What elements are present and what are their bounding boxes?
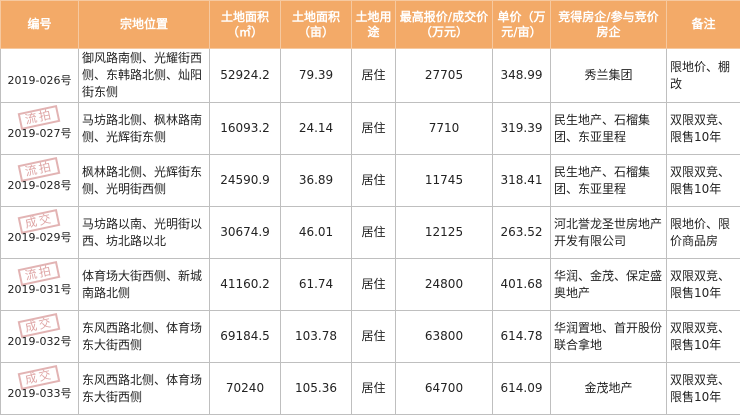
cell-area-mu: 36.89 — [281, 155, 352, 207]
cell-unit-price: 348.99 — [493, 49, 551, 103]
cell-note: 双限双竞、限售10年 — [667, 363, 740, 415]
cell-unit-price: 263.52 — [493, 207, 551, 259]
cell-note: 双限双竞、限售10年 — [667, 103, 740, 155]
cell-use: 居住 — [352, 49, 396, 103]
cell-company: 民生地产、石榴集团、东亚里程 — [551, 155, 667, 207]
cell-unit-price: 319.39 — [493, 103, 551, 155]
lot-id: 2019-029号 — [3, 229, 76, 246]
header-unit-price: 单价（万元/亩） — [493, 1, 551, 49]
cell-location: 马坊路以南、光明街以西、坊北路以北 — [79, 207, 210, 259]
cell-company: 秀兰集团 — [551, 49, 667, 103]
cell-area-mu: 61.74 — [281, 259, 352, 311]
cell-location: 马坊路北侧、枫林路南侧、光辉街东侧 — [79, 103, 210, 155]
cell-area-m2: 16093.2 — [210, 103, 281, 155]
cell-company: 金茂地产 — [551, 363, 667, 415]
header-use: 土地用途 — [352, 1, 396, 49]
table-body: 2019-026号 御风路南侧、光耀街西侧、东韩路北侧、灿阳街东侧 52924.… — [1, 49, 740, 415]
cell-area-m2: 52924.2 — [210, 49, 281, 103]
cell-company: 民生地产、石榴集团、东亚里程 — [551, 103, 667, 155]
cell-unit-price: 614.09 — [493, 363, 551, 415]
cell-location: 东风西路北侧、体育场东大街西侧 — [79, 363, 210, 415]
cell-company: 河北誉龙圣世房地产开发有限公司 — [551, 207, 667, 259]
cell-price: 12125 — [396, 207, 493, 259]
header-location: 宗地位置 — [79, 1, 210, 49]
cell-unit-price: 401.68 — [493, 259, 551, 311]
lot-id: 2019-026号 — [3, 72, 76, 89]
cell-area-mu: 46.01 — [281, 207, 352, 259]
cell-id: 2019-026号 — [1, 49, 79, 103]
cell-area-m2: 30674.9 — [210, 207, 281, 259]
cell-price: 27705 — [396, 49, 493, 103]
cell-location: 枫林路北侧、光辉街东侧、光明街西侧 — [79, 155, 210, 207]
lot-id: 2019-031号 — [3, 281, 76, 298]
cell-company: 华润置地、首开股份联合拿地 — [551, 311, 667, 363]
cell-price: 63800 — [396, 311, 493, 363]
lot-id: 2019-027号 — [3, 125, 76, 142]
cell-price: 64700 — [396, 363, 493, 415]
cell-price: 7710 — [396, 103, 493, 155]
cell-note: 双限双竞、限售10年 — [667, 311, 740, 363]
lot-id: 2019-033号 — [3, 385, 76, 402]
lot-id: 2019-032号 — [3, 333, 76, 350]
header-area-m2: 土地面积（㎡） — [210, 1, 281, 49]
cell-area-mu: 105.36 — [281, 363, 352, 415]
cell-area-mu: 103.78 — [281, 311, 352, 363]
cell-unit-price: 614.78 — [493, 311, 551, 363]
cell-note: 限地价、限价商品房 — [667, 207, 740, 259]
cell-use: 居住 — [352, 155, 396, 207]
cell-note: 双限双竞、限售10年 — [667, 155, 740, 207]
cell-note: 双限双竞、限售10年 — [667, 259, 740, 311]
header-price: 最高报价/成交价（万元） — [396, 1, 493, 49]
header-id: 编号 — [1, 1, 79, 49]
cell-area-m2: 70240 — [210, 363, 281, 415]
header-area-mu: 土地面积（亩） — [281, 1, 352, 49]
cell-use: 居住 — [352, 311, 396, 363]
cell-price: 24800 — [396, 259, 493, 311]
cell-price: 11745 — [396, 155, 493, 207]
table-header: 编号 宗地位置 土地面积（㎡） 土地面积（亩） 土地用途 最高报价/成交价（万元… — [1, 1, 740, 49]
cell-area-mu: 24.14 — [281, 103, 352, 155]
cell-company: 华润、金茂、保定盛奥地产 — [551, 259, 667, 311]
cell-note: 限地价、棚改 — [667, 49, 740, 103]
cell-use: 居住 — [352, 363, 396, 415]
cell-location: 东风西路北侧、体育场东大街西侧 — [79, 311, 210, 363]
cell-area-m2: 69184.5 — [210, 311, 281, 363]
cell-unit-price: 318.41 — [493, 155, 551, 207]
cell-use: 居住 — [352, 103, 396, 155]
cell-location: 御风路南侧、光耀街西侧、东韩路北侧、灿阳街东侧 — [79, 49, 210, 103]
cell-use: 居住 — [352, 259, 396, 311]
header-row: 编号 宗地位置 土地面积（㎡） 土地面积（亩） 土地用途 最高报价/成交价（万元… — [1, 1, 740, 49]
table-row: 2019-026号 御风路南侧、光耀街西侧、东韩路北侧、灿阳街东侧 52924.… — [1, 49, 740, 103]
lot-id: 2019-028号 — [3, 177, 76, 194]
header-note: 备注 — [667, 1, 740, 49]
cell-use: 居住 — [352, 207, 396, 259]
header-company: 竞得房企/参与竞价房企 — [551, 1, 667, 49]
cell-location: 体育场大街西侧、新城南路北侧 — [79, 259, 210, 311]
cell-area-m2: 24590.9 — [210, 155, 281, 207]
cell-area-mu: 79.39 — [281, 49, 352, 103]
cell-area-m2: 41160.2 — [210, 259, 281, 311]
